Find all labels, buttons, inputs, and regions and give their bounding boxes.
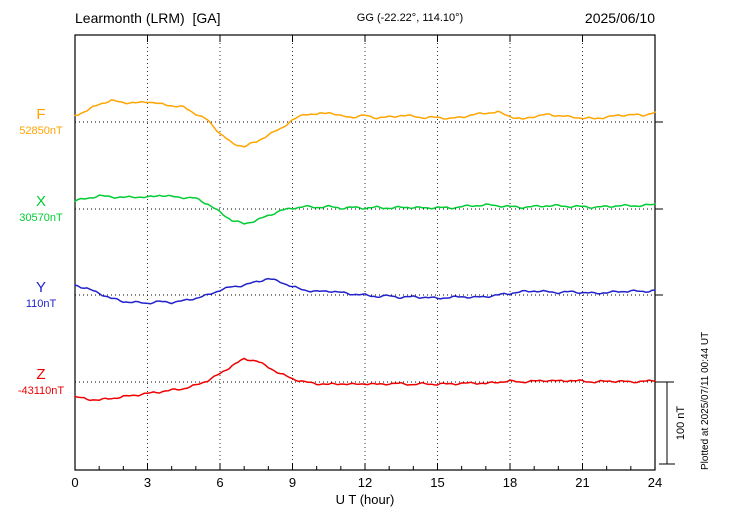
tick-label-3: 3: [144, 475, 151, 490]
scale-bar-label: 100 nT: [675, 406, 687, 441]
series-label-X: X 30570nT: [10, 194, 72, 224]
trace-X: [74, 194, 656, 225]
series-base-F: 52850nT: [19, 124, 63, 137]
trace-F: [74, 99, 656, 148]
tick-label-24: 24: [648, 475, 662, 490]
series-symbol-Z: Z: [36, 366, 46, 383]
tick-label-15: 15: [430, 475, 444, 490]
trace-Y: [74, 277, 656, 305]
x-axis-title: U T (hour): [335, 492, 395, 507]
series-base-Y: 110nT: [25, 297, 57, 310]
station-title: Learmonth (LRM) [GA]: [75, 10, 221, 26]
plotted-at-note: Plotted at 2025/07/11 00:44 UT: [700, 331, 711, 470]
series-symbol-F: F: [36, 106, 46, 123]
series-label-Z: Z -43110nT: [10, 367, 72, 397]
series-label-F: F 52850nT: [10, 107, 72, 137]
observation-date: 2025/06/10: [584, 10, 655, 26]
geographic-coords: GG (-22.22°, 114.10°): [356, 12, 464, 24]
series-base-X: 30570nT: [19, 211, 63, 224]
series-symbol-X: X: [35, 193, 46, 210]
tick-label-12: 12: [358, 475, 372, 490]
series-label-Y: Y 110nT: [10, 280, 72, 310]
tick-label-9: 9: [289, 475, 296, 490]
tick-label-0: 0: [71, 475, 78, 490]
tick-label-6: 6: [216, 475, 223, 490]
tick-label-21: 21: [575, 475, 589, 490]
trace-Z: [74, 357, 656, 402]
plot-frame: [74, 34, 656, 471]
tick-label-18: 18: [503, 475, 517, 490]
series-symbol-Y: Y: [35, 279, 46, 296]
series-base-Z: -43110nT: [17, 384, 65, 397]
